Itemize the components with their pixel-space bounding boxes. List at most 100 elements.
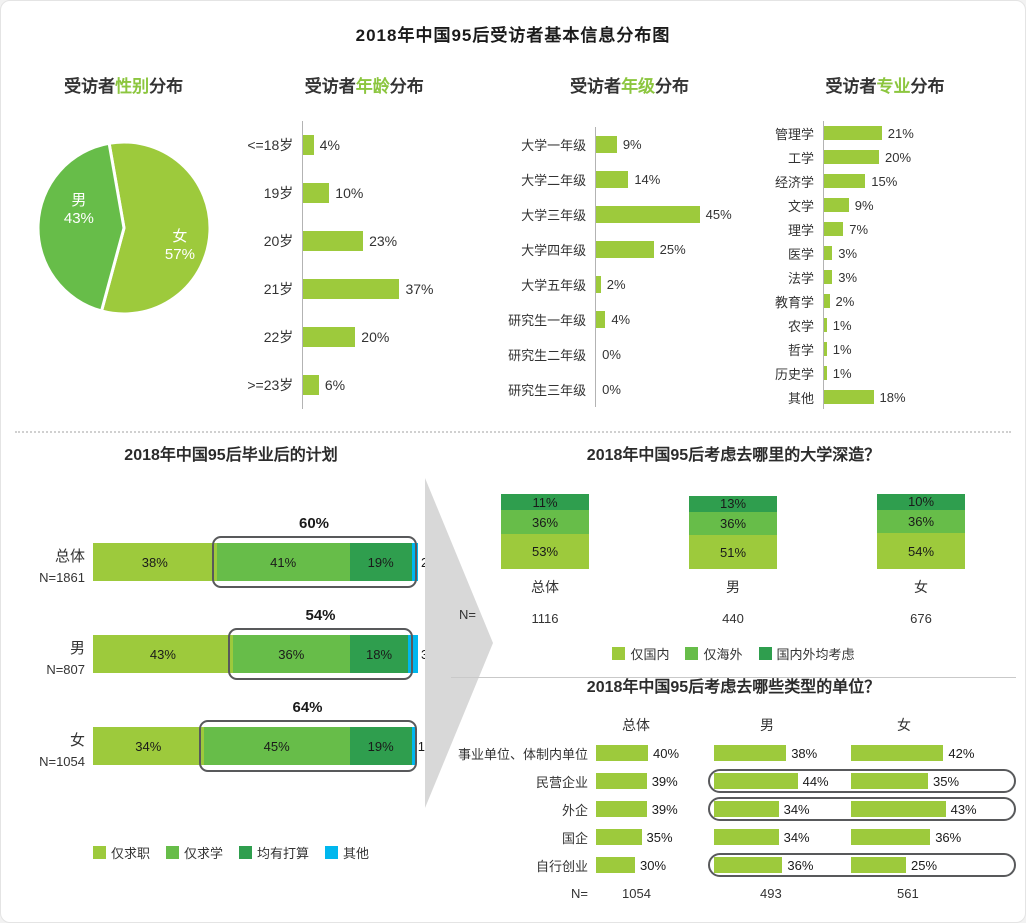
bar xyxy=(303,279,400,299)
bar xyxy=(851,857,906,873)
highlight-box xyxy=(211,536,417,588)
column-category-label: 男 xyxy=(726,579,740,595)
bar-row: >=23岁 6% xyxy=(230,361,498,409)
bar-value-label: 4% xyxy=(611,312,631,327)
plan-row-label: 总体 N=1861 xyxy=(21,545,93,585)
major-panel: 受访者专业分布 管理学 21% 工学 20% 经济学 15% 文学 9% 理学 7% 医学 3% 法学 3… xyxy=(761,72,1009,409)
title-suffix: 分布 xyxy=(910,77,945,96)
gender-pie-chart: 女 57% 男 43% xyxy=(36,140,212,316)
bar-value-label: 1% xyxy=(832,317,852,333)
bar-row: 大学二年级 14% xyxy=(498,162,761,197)
group-header-男: 男 xyxy=(760,717,774,733)
page-title: 2018年中国95后受访者基本信息分布图 xyxy=(355,26,671,45)
bar-row: 历史学 1% xyxy=(761,361,1009,385)
bar-segment-仅求学: 41% xyxy=(216,543,350,581)
bar-category-label: 管理学 xyxy=(774,126,814,142)
legend-label: 仅海外 xyxy=(703,647,743,662)
age-panel: 受访者年龄分布 <=18岁 4% 19岁 10% 20岁 23% 21岁 37% 22岁 20% >… xyxy=(230,72,498,409)
demographics-row: 受访者性别分布 女 57% 男 43% 受访者年龄分布 <=18岁 4% 19岁 10% 20… xyxy=(1,72,1025,409)
study-title: 2018年中国95后考虑去哪里的大学深造？ xyxy=(586,447,881,464)
bar xyxy=(824,318,827,332)
bar xyxy=(824,366,827,380)
bar-zone: 4% xyxy=(302,121,498,169)
column-category-label: 女 xyxy=(914,579,928,595)
bar-zone: 10% xyxy=(302,169,498,217)
bar xyxy=(714,857,783,873)
bar-value-label: 3% xyxy=(838,269,858,285)
bar-row: 22岁 20% xyxy=(230,313,498,361)
bar-value-label: 45% xyxy=(705,207,732,222)
bar-zone: 25% xyxy=(595,232,761,267)
group-label: 男 xyxy=(69,640,85,657)
bar xyxy=(596,745,648,761)
section-separator xyxy=(15,431,1011,433)
group-header-女: 女 xyxy=(897,717,911,733)
title-suffix: 分布 xyxy=(149,77,184,96)
bar xyxy=(596,311,606,328)
bar-value-label: 2% xyxy=(606,277,626,292)
bar-cell: 25% xyxy=(851,857,1011,873)
group-label: 总体 xyxy=(54,548,85,565)
bar-value-label: 14% xyxy=(634,172,661,187)
bar-value-label: 9% xyxy=(854,197,874,213)
bar-row: 研究生二年级 0% xyxy=(498,337,761,372)
bar-category-label: 19岁 xyxy=(263,185,294,201)
bar-category-label: 法学 xyxy=(787,270,814,286)
bar-row: 大学一年级 9% xyxy=(498,127,761,162)
group-header-总体: 总体 xyxy=(622,717,650,733)
bar-segment-均有打算: 18% xyxy=(349,635,409,673)
bar-value-label: 43% xyxy=(950,801,977,817)
major-bar-chart: 管理学 21% 工学 20% 经济学 15% 文学 9% 理学 7% 医学 3% 法学 3% 教育学 2% 农学… xyxy=(761,121,1009,409)
bar-value-label: 15% xyxy=(871,173,898,189)
grade-bar-chart: 大学一年级 9% 大学二年级 14% 大学三年级 45% 大学四年级 25% 大学五年级 2% 研究… xyxy=(498,127,761,407)
bar-segment-均有打算: 19% xyxy=(349,727,412,765)
highlight-box xyxy=(227,628,414,680)
legend-item: 仅海外 xyxy=(685,644,743,663)
bar-value-label: 34% xyxy=(783,829,810,845)
bar xyxy=(824,294,830,308)
bar-value-label: 42% xyxy=(948,745,975,761)
bar-value-label: 6% xyxy=(324,377,346,393)
bar-value-label: 20% xyxy=(361,329,390,345)
legend-label: 其他 xyxy=(343,846,370,861)
legend-swatch xyxy=(685,647,699,660)
bar xyxy=(714,773,798,789)
bar-value-label: 4% xyxy=(319,137,340,153)
bar-value-label: 40% xyxy=(653,745,680,761)
legend-swatch xyxy=(325,846,339,859)
bar xyxy=(824,174,866,188)
legend-item: 仅国内 xyxy=(612,644,669,663)
bar-cell: 40% xyxy=(596,745,714,761)
stacked-segment-仅海外: 36% xyxy=(689,511,777,536)
bar-zone: 9% xyxy=(595,127,761,162)
bar-zone: 6% xyxy=(302,361,498,409)
bar-row: 20岁 23% xyxy=(230,217,498,265)
employer-row: 国企 35% 34% 36% xyxy=(451,823,1016,851)
stacked-bar: 10% 36% 54% xyxy=(877,489,965,569)
bar xyxy=(714,801,779,817)
bar-value-label: 39% xyxy=(651,801,678,817)
pie-label-男: 男 43% xyxy=(64,192,94,227)
bar xyxy=(824,246,833,260)
highlight-box xyxy=(198,720,417,772)
bar-row: 研究生三年级 0% xyxy=(498,372,761,407)
gender-panel: 受访者性别分布 女 57% 男 43% xyxy=(17,72,230,409)
bar-segment-均有打算: 19% xyxy=(349,543,412,581)
bar-segment-其他 xyxy=(408,635,418,673)
legend-label: 仅国内 xyxy=(630,647,670,662)
bar-value-label: 7% xyxy=(849,221,869,237)
title-prefix: 受访者 xyxy=(570,77,622,96)
stacked-segment-仅海外: 36% xyxy=(877,509,965,534)
bar-zone: 23% xyxy=(302,217,498,265)
bar xyxy=(596,136,617,153)
study-destination-panel: 2018年中国95后考虑去哪里的大学深造？ 11% 36% 53% 总体 1116 13%… xyxy=(451,441,1016,678)
bar xyxy=(303,183,330,203)
bar-cell: 35% xyxy=(851,773,1011,789)
pie-slice-男 xyxy=(36,141,126,313)
study-column: 13% 36% 51% 男 440 xyxy=(639,489,827,626)
bar-segment-仅求职: 38% xyxy=(93,543,217,581)
bar-value-label: 35% xyxy=(933,773,960,789)
bar-value-label: 3% xyxy=(838,245,858,261)
employer-title: 2018年中国95后考虑去哪些类型的单位？ xyxy=(586,679,881,696)
stacked-bar: 13% 36% 51% xyxy=(689,489,777,569)
